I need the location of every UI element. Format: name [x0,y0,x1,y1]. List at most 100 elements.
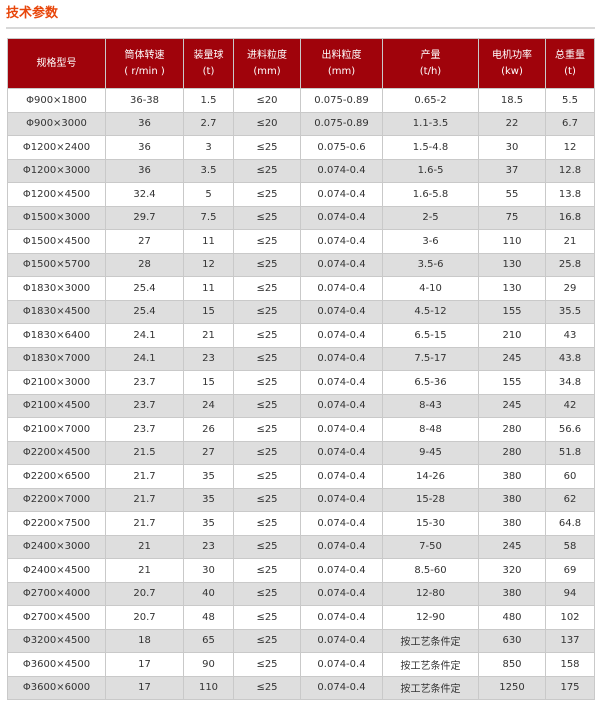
column-header: 筒体转速 ( r/min ) [105,38,184,89]
table-cell: Φ1500×4500 [7,229,106,254]
table-cell: 32.4 [105,182,184,207]
table-cell: 30 [478,135,546,160]
table-row: Φ2400×4500 21 30 ≤25 0.074-0.4 8.5-60 320 69 [7,558,595,583]
table-cell: 51.8 [545,440,595,465]
table-cell: 27 [105,229,184,254]
table-cell: 0.074-0.4 [300,605,383,630]
table-cell: ≤25 [233,323,301,348]
table-cell: 13.8 [545,182,595,207]
table-cell: 17 [105,675,184,700]
table-cell: 245 [478,534,546,559]
table-cell: 22 [478,111,546,136]
table-cell: 55 [478,182,546,207]
table-cell: 29 [545,276,595,301]
table-row: Φ3200×4500 18 65 ≤25 0.074-0.4 按工艺条件定 630 137 [7,628,595,653]
table-cell: 16.8 [545,205,595,230]
table-row: Φ2100×3000 23.7 15 ≤25 0.074-0.4 6.5-36 155 34.… [7,370,595,395]
table-cell: 245 [478,346,546,371]
table-cell: 175 [545,675,595,700]
table-cell: 11 [183,229,234,254]
table-cell: Φ2200×6500 [7,464,106,489]
table-cell: 245 [478,393,546,418]
table-cell: Φ1830×4500 [7,299,106,324]
table-cell: 18.5 [478,88,546,113]
table-cell: Φ1830×6400 [7,323,106,348]
table-cell: 2-5 [382,205,479,230]
table-cell: 12 [545,135,595,160]
table-row: Φ900×1800 36-38 1.5 ≤20 0.075-0.89 0.65-2 18.5… [7,88,595,113]
table-cell: Φ2100×7000 [7,417,106,442]
table-cell: 36 [105,111,184,136]
table-cell: 6.5-15 [382,323,479,348]
table-cell: 0.074-0.4 [300,158,383,183]
table-cell: ≤20 [233,111,301,136]
table-cell: 30 [183,558,234,583]
table-cell: 21.5 [105,440,184,465]
table-cell: 12.8 [545,158,595,183]
table-cell: 102 [545,605,595,630]
column-unit: (mm) [327,65,356,77]
table-cell: 23.7 [105,393,184,418]
table-cell: 48 [183,605,234,630]
table-row: Φ2100×7000 23.7 26 ≤25 0.074-0.4 8-48 280 56.6 [7,417,595,442]
table-cell: 12-80 [382,581,479,606]
table-cell: ≤25 [233,158,301,183]
table-cell: 25.4 [105,276,184,301]
table-cell: 1250 [478,675,546,700]
table-cell: 23 [183,534,234,559]
table-cell: 280 [478,417,546,442]
table-cell: 21.7 [105,464,184,489]
section-title: 技术参数 [6,6,59,21]
table-cell: 0.075-0.89 [300,111,383,136]
table-cell: Φ900×1800 [7,88,106,113]
table-row: Φ1830×7000 24.1 23 ≤25 0.074-0.4 7.5-17 245 43.… [7,346,595,371]
table-cell: 12-90 [382,605,479,630]
table-cell: Φ1200×4500 [7,182,106,207]
column-header: 总重量 (t) [545,38,595,89]
column-unit: (mm) [253,65,281,77]
table-cell: 20.7 [105,605,184,630]
table-cell: 4-10 [382,276,479,301]
table-cell: 90 [183,652,234,677]
column-header: 电机功率 (kw) [478,38,546,89]
column-header: 装量球 (t) [183,38,234,89]
table-cell: 5.5 [545,88,595,113]
table-header: 规格型号 筒体转速 ( r/min ) 装量球 (t) 进料粒度 (mm) 出料粒度 (mm) 产… [7,38,595,89]
table-cell: 17 [105,652,184,677]
table-row: Φ2700×4000 20.7 40 ≤25 0.074-0.4 12-80 380 94 [7,581,595,606]
divider [6,27,595,29]
table-cell: 36-38 [105,88,184,113]
table-cell: ≤25 [233,440,301,465]
table-cell: 0.074-0.4 [300,276,383,301]
table-cell: 3-6 [382,229,479,254]
table-cell: 0.074-0.4 [300,205,383,230]
table-cell: 40 [183,581,234,606]
table-cell: Φ2200×7500 [7,511,106,536]
table-cell: 0.074-0.4 [300,534,383,559]
column-header: 产量 (t/h) [382,38,479,89]
table-cell: 3.5-6 [382,252,479,277]
table-cell: ≤25 [233,299,301,324]
table-cell: 0.074-0.4 [300,252,383,277]
table-cell: 36 [105,158,184,183]
table-row: Φ2200×7000 21.7 35 ≤25 0.074-0.4 15-28 380 62 [7,487,595,512]
table-row: Φ1830×4500 25.4 15 ≤25 0.074-0.4 4.5-12 155 35.… [7,299,595,324]
table-cell: 0.074-0.4 [300,558,383,583]
table-cell: 15-30 [382,511,479,536]
table-cell: 850 [478,652,546,677]
table-cell: 0.074-0.4 [300,511,383,536]
table-cell: 0.075-0.6 [300,135,383,160]
table-cell: 210 [478,323,546,348]
table-cell: 3 [183,135,234,160]
table-cell: Φ3200×4500 [7,628,106,653]
table-cell: 21 [105,558,184,583]
table-cell: 24.1 [105,346,184,371]
column-unit: (kw) [501,65,523,77]
table-cell: ≤25 [233,652,301,677]
table-cell: 320 [478,558,546,583]
table-cell: 60 [545,464,595,489]
table-cell: 69 [545,558,595,583]
table-cell: 0.074-0.4 [300,628,383,653]
column-name: 筒体转速 [124,49,165,61]
table-cell: ≤25 [233,534,301,559]
